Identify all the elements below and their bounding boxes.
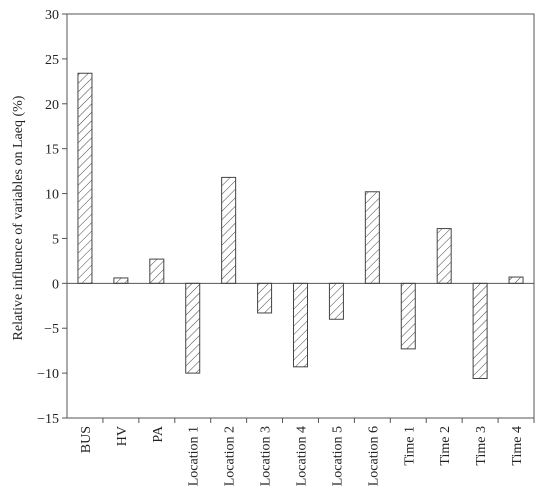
x-tick-label: Location 5 bbox=[330, 426, 345, 486]
bar bbox=[149, 258, 165, 284]
y-tick-label: 0 bbox=[52, 277, 59, 292]
y-tick-label: 5 bbox=[52, 232, 59, 247]
y-tick-label: −5 bbox=[44, 322, 59, 337]
x-tick-label: PA bbox=[151, 425, 166, 443]
x-tick-label: Time 4 bbox=[510, 426, 525, 466]
y-tick-label: −10 bbox=[37, 367, 59, 382]
bar bbox=[185, 282, 201, 374]
x-tick-label: Location 4 bbox=[295, 426, 310, 486]
bar bbox=[77, 72, 93, 284]
y-tick-label: 20 bbox=[45, 98, 59, 113]
y-tick-label: −15 bbox=[37, 412, 59, 427]
x-tick-label: Location 1 bbox=[187, 426, 202, 486]
plot-area: 30 25 20 15 10 5 0 −5 −10 −15 BUS HV PA Location 1 Loc… bbox=[37, 8, 535, 486]
x-tick-label: Time 3 bbox=[474, 426, 489, 466]
bar bbox=[400, 282, 416, 350]
bar bbox=[436, 228, 452, 284]
x-tick-label: Location 3 bbox=[259, 426, 274, 486]
y-tick-label: 30 bbox=[45, 8, 59, 23]
bar bbox=[328, 282, 344, 320]
y-tick-label: 15 bbox=[45, 143, 59, 158]
bar bbox=[221, 176, 237, 284]
x-tick-label: HV bbox=[115, 426, 130, 446]
bar bbox=[113, 277, 129, 284]
x-tick-label: Location 6 bbox=[366, 426, 381, 486]
x-tick-label: Time 1 bbox=[402, 426, 417, 466]
bar bbox=[257, 282, 273, 314]
bar bbox=[472, 282, 488, 379]
y-tick-label: 25 bbox=[45, 53, 59, 68]
bar bbox=[293, 282, 308, 368]
bar bbox=[364, 191, 380, 284]
bar bbox=[508, 276, 524, 284]
x-tick-label: Time 2 bbox=[438, 426, 453, 466]
y-tick-label: 10 bbox=[45, 188, 59, 203]
plot-frame bbox=[66, 13, 535, 419]
x-tick-label: Location 2 bbox=[223, 426, 238, 486]
x-tick-label: BUS bbox=[79, 426, 94, 453]
y-axis-title: Relative influence of variables on Laeq … bbox=[11, 95, 26, 340]
